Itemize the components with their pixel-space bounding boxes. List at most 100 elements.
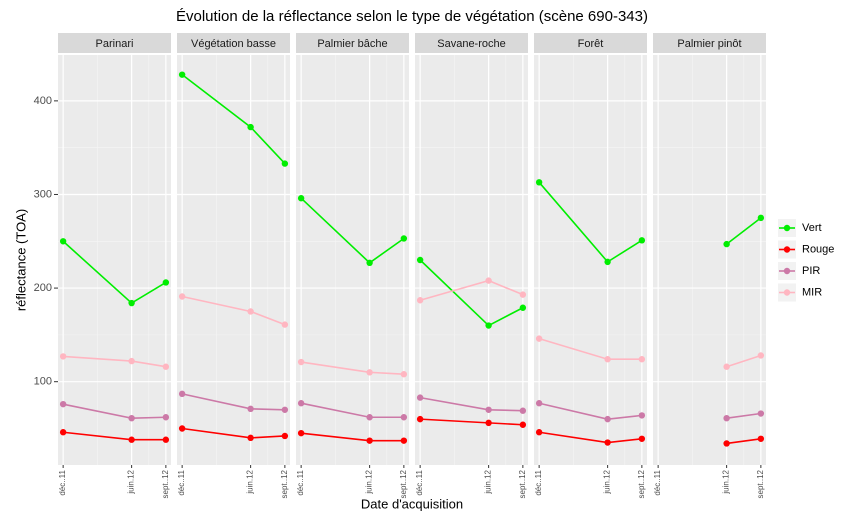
y-tick-label: 100 (34, 376, 52, 388)
x-tick-label: déc..11 (534, 469, 543, 495)
data-point (416, 297, 424, 304)
data-point (366, 369, 373, 376)
strip (415, 33, 528, 53)
x-tick-label: juin.12 (603, 469, 612, 494)
data-point (128, 436, 135, 443)
data-point (604, 415, 611, 423)
data-point (485, 419, 492, 427)
data-point (535, 429, 543, 436)
x-tick-label: sept..12 (161, 469, 170, 498)
data-point (400, 235, 408, 242)
facet-title: Palmier pinôt (677, 38, 741, 50)
data-point (400, 437, 408, 444)
data-point (162, 436, 170, 443)
data-point (59, 238, 67, 245)
series-line (726, 354, 762, 368)
data-point (638, 435, 646, 442)
series-line (726, 412, 761, 419)
data-point (128, 357, 135, 365)
series-line (726, 217, 762, 245)
data-point (59, 400, 67, 408)
x-tick-label: déc..11 (58, 469, 67, 495)
x-tick-label: juin.12 (365, 469, 374, 494)
panel (296, 55, 409, 465)
x-tick-label: juin.12 (484, 469, 493, 494)
data-point (178, 425, 186, 432)
x-tick-label: sept..12 (756, 469, 765, 498)
x-tick-label: déc..11 (653, 469, 662, 495)
data-point (416, 256, 424, 264)
x-tick-label: juin.12 (127, 469, 136, 494)
data-point (178, 71, 186, 78)
data-point (297, 358, 305, 366)
strip (534, 33, 647, 53)
data-point (59, 429, 67, 436)
panel (415, 55, 528, 465)
data-point (757, 435, 765, 442)
x-tick-label: juin.12 (246, 469, 255, 494)
data-point (247, 308, 254, 315)
data-point (638, 412, 646, 419)
data-point (723, 240, 730, 248)
legend-label: Rouge (802, 243, 834, 255)
legend-key-point (783, 267, 791, 275)
data-point (519, 304, 527, 311)
panel (58, 55, 171, 465)
data-point (757, 214, 765, 222)
strip (58, 33, 171, 53)
x-tick-label: sept..12 (518, 469, 527, 498)
x-tick-label: déc..11 (296, 469, 305, 495)
facet-title: Végétation basse (191, 38, 276, 50)
facet-title: Forêt (578, 38, 604, 50)
data-point (281, 406, 289, 413)
x-tick-label: juin.12 (722, 469, 731, 494)
data-point (281, 321, 289, 328)
strip (177, 33, 290, 53)
data-point (485, 322, 492, 329)
data-point (535, 179, 543, 186)
data-point (535, 335, 543, 342)
data-point (281, 160, 289, 167)
y-tick-label: 400 (34, 95, 52, 107)
data-point (247, 434, 254, 442)
y-tick-label: 200 (34, 282, 52, 294)
data-point (535, 400, 543, 407)
y-axis-label: réflectance (TOA) (13, 209, 28, 311)
data-point (723, 440, 730, 447)
data-point (416, 394, 424, 401)
legend-label: PIR (802, 265, 820, 277)
data-point (297, 400, 305, 407)
data-point (723, 414, 730, 422)
data-point (400, 371, 408, 378)
data-point (178, 390, 186, 398)
data-point (757, 352, 765, 359)
series-line (726, 437, 761, 445)
x-tick-label: sept..12 (280, 469, 289, 498)
data-point (128, 414, 135, 422)
data-point (247, 123, 254, 131)
data-point (604, 439, 611, 446)
panel (653, 55, 766, 465)
legend-key-point (783, 224, 791, 232)
facet-title: Palmier bâche (317, 38, 387, 50)
x-tick-label: sept..12 (399, 469, 408, 498)
legend-label: Vert (802, 222, 822, 234)
data-point (519, 407, 527, 414)
data-point (59, 353, 67, 360)
data-point (416, 415, 424, 423)
data-point (400, 414, 408, 421)
facet-title: Parinari (96, 38, 134, 50)
y-tick-label: 300 (34, 188, 52, 200)
data-point (297, 429, 305, 437)
data-point (519, 291, 527, 298)
data-point (485, 277, 492, 284)
data-point (723, 363, 730, 370)
data-point (297, 195, 305, 202)
data-point (162, 279, 170, 286)
data-point (366, 259, 373, 267)
data-point (178, 293, 186, 300)
strip (653, 33, 766, 53)
facet-title: Savane-roche (437, 38, 506, 50)
data-point (281, 432, 289, 440)
